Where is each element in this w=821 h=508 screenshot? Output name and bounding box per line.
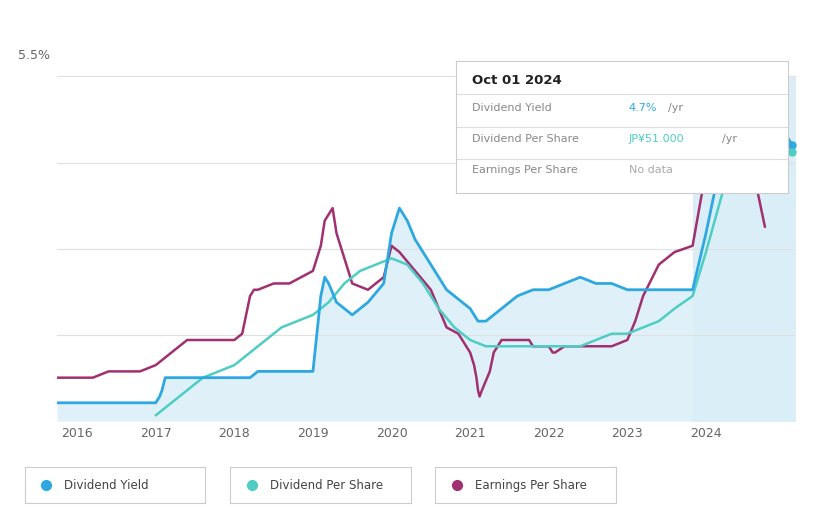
Text: JP¥51.000: JP¥51.000 [629, 134, 684, 144]
Text: Dividend Per Share: Dividend Per Share [472, 134, 579, 144]
Text: Earnings Per Share: Earnings Per Share [472, 165, 578, 175]
Text: /yr: /yr [668, 103, 683, 113]
Text: 4.7%: 4.7% [629, 103, 657, 113]
Text: Earnings Per Share: Earnings Per Share [475, 479, 587, 492]
Bar [693, 76, 796, 422]
Text: Past: Past [695, 90, 718, 100]
Text: No data: No data [629, 165, 672, 175]
Text: /yr: /yr [722, 134, 736, 144]
Text: 5.5%: 5.5% [18, 49, 50, 62]
Text: Oct 01 2024: Oct 01 2024 [472, 74, 562, 87]
Text: Dividend Yield: Dividend Yield [64, 479, 149, 492]
Text: Dividend Yield: Dividend Yield [472, 103, 552, 113]
Text: Dividend Per Share: Dividend Per Share [269, 479, 383, 492]
